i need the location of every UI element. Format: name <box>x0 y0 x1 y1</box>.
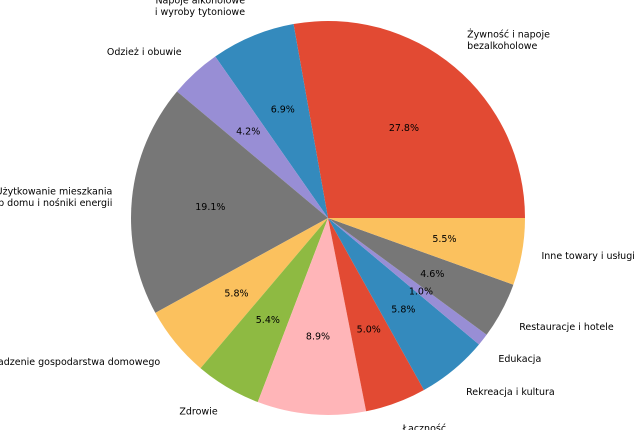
pie-slice-restauracje-i-hotele <box>328 218 514 335</box>
pie-pct-label: 8.9% <box>306 331 330 342</box>
pie-category-label: Łączność <box>402 423 446 430</box>
pie-category-label: Wyposażenie mieszkania i prowadzenie gos… <box>0 357 160 368</box>
pie-pct-label: 5.5% <box>432 234 456 245</box>
pie-pct-label: 19.1% <box>195 202 225 213</box>
pie-category-label: Żywność i napoje bezalkoholowe <box>467 29 550 52</box>
pie-slice-edukacja <box>328 218 487 345</box>
pie-slice-inne-towary-i-uslugi <box>328 218 525 285</box>
pie-slice-napoje-alkoholowe <box>215 24 328 218</box>
pie-category-label: Restauracje i hotele <box>519 322 614 333</box>
pie-slice-lacznosc <box>328 218 424 412</box>
pie-slice-rekreacja-i-kultura <box>328 218 479 391</box>
pie-pct-label: 5.4% <box>256 315 280 326</box>
pie-slice-wyposazenie-mieszkania-i-prowadzenie-gospodarstwa-domowego <box>155 218 328 369</box>
pie-pct-label: 4.6% <box>420 269 444 280</box>
pie-slice-uzytkowanie-mieszkania <box>131 91 328 313</box>
pie-slice-zywnosc-i-napoje <box>293 20 525 218</box>
pie-category-label: Użytkowanie mieszkania lub domu i nośniki… <box>0 187 112 210</box>
pie-slice-zdrowie <box>200 218 328 403</box>
pie-category-label: Odzież i obuwie <box>107 47 182 58</box>
pie-category-label: Zdrowie <box>179 407 217 418</box>
pie-pct-label: 5.8% <box>391 305 415 316</box>
pie-pct-label: 6.9% <box>271 104 295 115</box>
pie-pct-label: 1.0% <box>409 287 433 298</box>
pie-category-label: Rekreacja i kultura <box>466 387 555 398</box>
pie-pct-label: 5.8% <box>224 288 248 299</box>
pie-slice-odziez-i-obuwie <box>177 56 328 218</box>
pie-pct-label: 27.8% <box>389 123 419 134</box>
pie-category-label: Napoje alkoholowe i wyroby tytoniowe <box>155 0 245 18</box>
pie-pct-label: 5.0% <box>357 324 381 335</box>
pie-pct-label: 4.2% <box>236 126 260 137</box>
pie-slice-transport <box>257 218 367 415</box>
pie-category-label: Inne towary i usługi <box>541 251 634 262</box>
pie-category-label: Edukacja <box>498 354 541 365</box>
slices-layer <box>131 20 525 415</box>
